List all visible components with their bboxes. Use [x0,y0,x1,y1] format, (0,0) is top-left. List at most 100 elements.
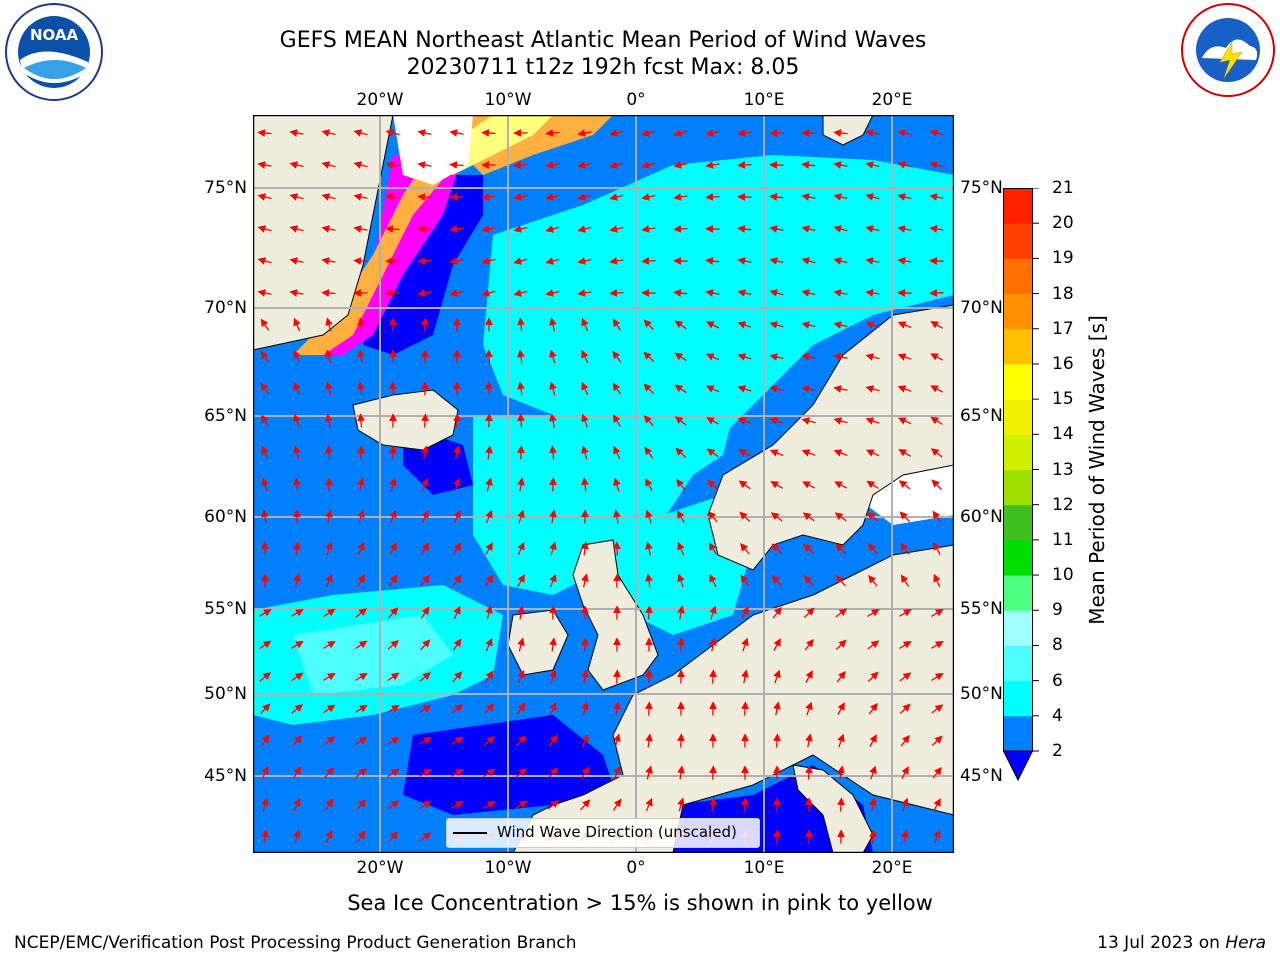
lat-label-left: 55°N [204,599,247,619]
wave-direction-arrow [513,161,528,169]
wave-direction-arrow [389,381,397,396]
wave-direction-arrow [387,768,400,778]
wave-direction-arrow [609,193,624,201]
wave-direction-arrow [484,574,494,587]
wave-period-map [253,115,954,853]
wave-direction-arrow [930,385,944,393]
wave-direction-arrow [517,381,525,396]
colorbar [1003,188,1039,782]
wave-direction-arrow [481,193,496,201]
wave-direction-arrow [261,765,269,780]
wave-direction-arrow [741,669,749,684]
colorbar-segment [1003,504,1033,541]
colorbar-segment [1003,363,1033,400]
wave-direction-arrow [577,161,592,169]
wave-direction-arrow [293,477,301,492]
wave-direction-arrow [545,257,560,265]
wave-direction-arrow [931,608,944,617]
wave-direction-arrow [931,479,942,491]
colorbar-tick-label: 9 [1052,600,1063,621]
wave-direction-arrow [867,511,879,522]
wave-direction-arrow [581,637,589,652]
colorbar-frame [1003,188,1033,752]
wave-direction-arrow [709,637,717,652]
wave-direction-arrow [577,129,592,137]
svalbard-land [822,115,874,146]
chart-subtitle: 20230711 t12z 192h fcst Max: 8.05 [406,55,800,80]
wave-direction-arrow [260,350,270,363]
wave-direction-arrow [897,321,912,329]
wave-direction-arrow [453,509,461,524]
wave-direction-arrow [289,225,304,233]
wave-direction-arrow [545,161,560,169]
wave-direction-arrow [549,317,557,332]
wave-direction-arrow [353,129,368,137]
wave-direction-arrow [355,768,368,778]
wave-direction-arrow [388,607,399,619]
wave-direction-arrow [485,637,493,652]
wave-direction-arrow [706,321,720,329]
sea-ice-footnote: Sea Ice Concentration > 15% is shown in … [347,891,933,915]
wave-direction-arrow [609,161,624,169]
lat-label-left: 65°N [204,406,247,426]
wave-direction-arrow [387,800,400,810]
wave-direction-arrow [737,257,752,265]
wave-direction-arrow [325,541,333,556]
wave-direction-arrow [545,289,560,297]
wave-direction-arrow [769,193,784,201]
wave-direction-arrow [257,161,272,169]
wave-direction-arrow [738,449,752,457]
wave-direction-arrow [449,289,464,297]
wave-direction-arrow [581,349,589,364]
wave-direction-arrow [643,351,655,362]
wave-direction-arrow [452,638,462,651]
wave-direction-arrow [643,319,654,331]
wave-direction-arrow [293,381,301,396]
wave-direction-arrow [931,704,944,714]
wave-direction-arrow [900,734,910,747]
wave-direction-arrow [355,705,368,713]
wave-direction-arrow [932,766,942,779]
wave-direction-arrow [769,129,784,137]
wave-direction-arrow [833,321,848,329]
wave-direction-arrow [389,509,397,524]
wave-direction-arrow [485,349,493,364]
wave-direction-arrow [577,289,592,297]
wave-direction-arrow [259,640,272,650]
wave-direction-arrow [324,798,334,811]
wave-direction-arrow [357,349,365,364]
wave-direction-arrow [709,797,717,812]
wave-direction-arrow [837,702,845,716]
wave-direction-arrow [291,672,304,682]
wave-direction-arrow [868,702,878,715]
colorbar-segment [1003,645,1033,682]
wave-direction-arrow [260,318,270,331]
wave-direction-arrow [645,733,653,748]
wave-direction-arrow [674,416,687,426]
wave-direction-arrow [420,542,430,555]
wave-direction-arrow [801,257,816,265]
wave-direction-arrow [613,701,621,716]
wave-direction-arrow [931,641,944,649]
colorbar-segment [1003,293,1033,330]
wave-direction-arrow [548,734,558,747]
wave-direction-arrow [674,384,687,394]
wave-direction-arrow [740,574,750,587]
wave-direction-arrow [641,161,656,169]
wave-direction-arrow [292,766,302,779]
wave-direction-arrow [737,417,752,425]
wave-direction-arrow [773,829,781,844]
wave-direction-arrow [261,829,269,844]
wave-direction-arrow [677,541,685,556]
wave-direction-arrow [289,257,304,265]
sea-ice-orange [293,115,613,355]
wave-direction-arrow [323,641,336,649]
wave-direction-arrow [483,801,496,809]
wave-direction-arrow [770,512,783,522]
wave-direction-arrow [773,701,781,716]
wave-direction-arrow [837,797,845,812]
wave-direction-arrow [933,573,941,588]
wave-direction-arrow [897,353,912,361]
wave-direction-arrow [259,672,272,682]
wave-direction-arrow [865,321,880,329]
